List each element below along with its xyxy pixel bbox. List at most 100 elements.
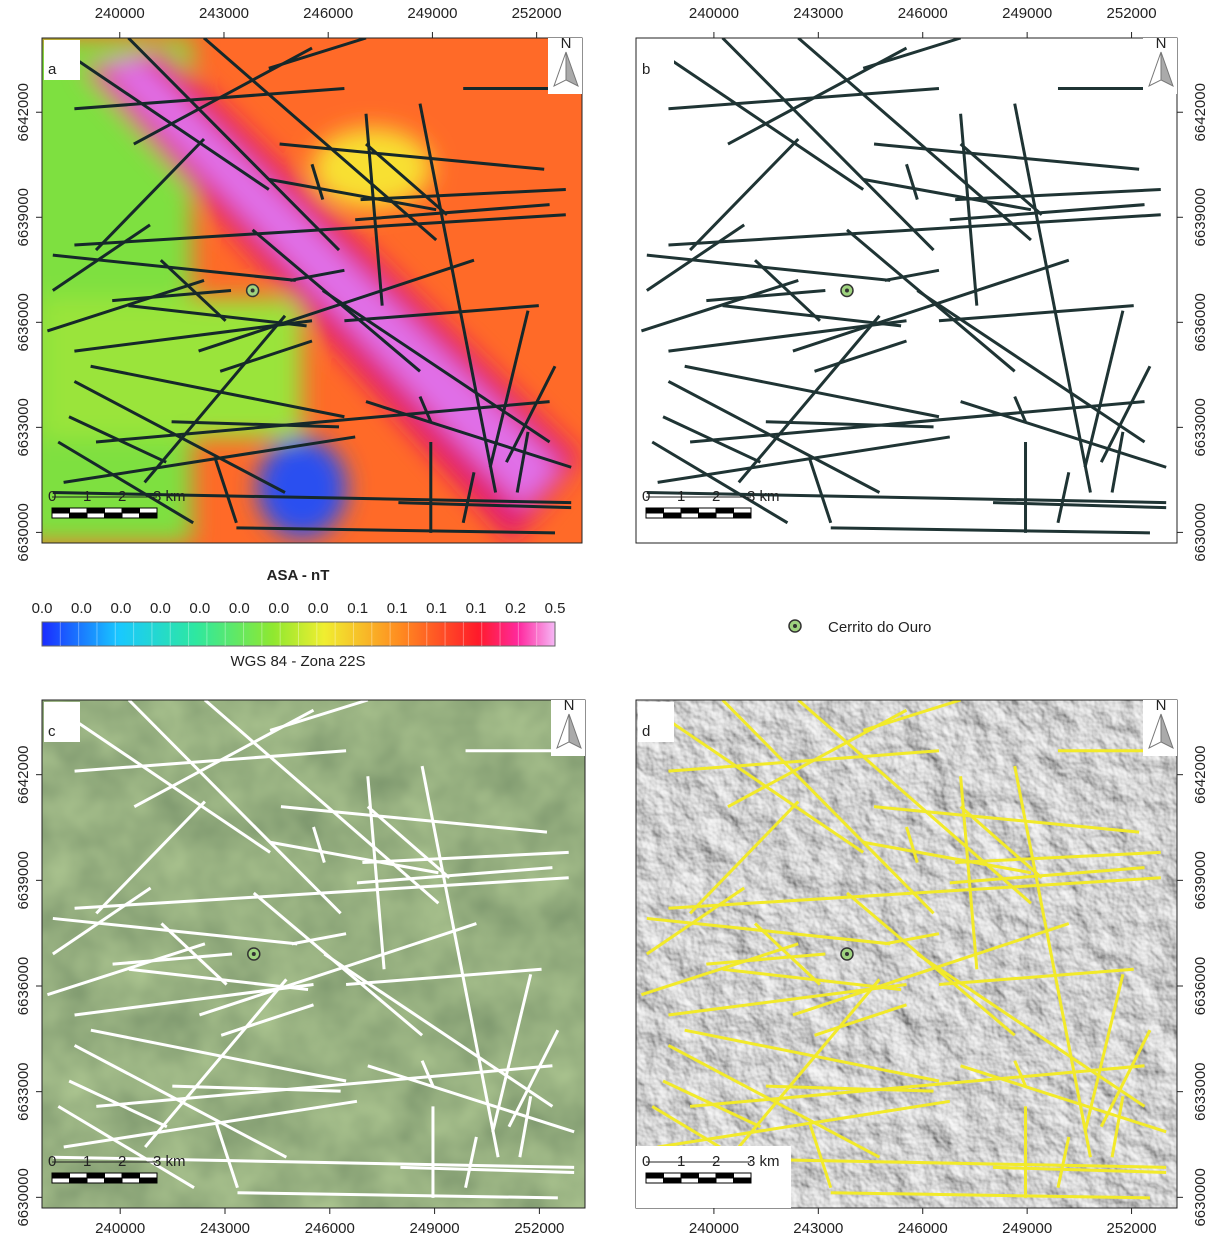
scale-segment bbox=[699, 1178, 717, 1183]
scale-segment bbox=[699, 1173, 717, 1178]
scale-segment bbox=[87, 1178, 105, 1183]
northing-label: 6639000 bbox=[1192, 188, 1209, 246]
northing-label: 6642000 bbox=[1192, 745, 1209, 803]
scale-segment bbox=[122, 513, 140, 518]
scale-segment bbox=[70, 508, 88, 513]
lineament bbox=[874, 144, 1139, 169]
legend-marker-dot bbox=[793, 624, 797, 628]
easting-label: 249000 bbox=[410, 1220, 460, 1237]
easting-label: 249000 bbox=[407, 5, 457, 22]
northing-label: 6636000 bbox=[15, 957, 32, 1015]
easting-label: 240000 bbox=[689, 1220, 739, 1237]
frame bbox=[636, 38, 1177, 543]
scale-segment bbox=[140, 1173, 158, 1178]
lineament bbox=[723, 38, 934, 250]
panel-letter: b bbox=[642, 61, 650, 78]
colorbar-label: 0.1 bbox=[466, 600, 487, 617]
lineament bbox=[831, 528, 1150, 533]
colorbar-label: 0.0 bbox=[71, 600, 92, 617]
easting-label: 240000 bbox=[95, 1220, 145, 1237]
colorbar-label: 0.1 bbox=[426, 600, 447, 617]
scale-segment bbox=[122, 508, 140, 513]
scale-segment bbox=[699, 508, 717, 513]
north-label: N bbox=[1156, 35, 1167, 52]
scale-segment bbox=[664, 508, 682, 513]
panel-letter: a bbox=[48, 61, 57, 78]
map-content bbox=[42, 700, 585, 1208]
northing-label: 6633000 bbox=[1192, 1062, 1209, 1120]
lineament bbox=[939, 306, 1134, 321]
scale-segment bbox=[70, 1178, 88, 1183]
easting-label: 246000 bbox=[303, 5, 353, 22]
scale-segment bbox=[646, 1173, 664, 1178]
easting-label: 252000 bbox=[514, 1220, 564, 1237]
colorbar-label: 0.1 bbox=[347, 600, 368, 617]
northing-label: 6642000 bbox=[15, 745, 32, 803]
lineament bbox=[1058, 472, 1069, 523]
easting-label: 240000 bbox=[95, 5, 145, 22]
map-content bbox=[636, 700, 1177, 1208]
north-label: N bbox=[561, 35, 572, 52]
northing-label: 6633000 bbox=[15, 1062, 32, 1120]
scale-segment bbox=[140, 508, 158, 513]
scale-segment bbox=[52, 1173, 70, 1178]
scale-segment bbox=[646, 1178, 664, 1183]
scale-segment bbox=[122, 1178, 140, 1183]
legend-label: Cerrito do Ouro bbox=[828, 619, 931, 636]
site-marker-dot bbox=[251, 289, 255, 293]
scale-label: 3 km bbox=[747, 488, 780, 505]
scale-segment bbox=[716, 1173, 734, 1178]
projection-label: WGS 84 - Zona 22S bbox=[230, 653, 365, 670]
scale-segment bbox=[664, 1178, 682, 1183]
scale-segment bbox=[664, 513, 682, 518]
lineament bbox=[815, 341, 907, 371]
lineament bbox=[798, 38, 1031, 240]
colorbar-label: 0.0 bbox=[268, 600, 289, 617]
northing-label: 6633000 bbox=[15, 398, 32, 456]
scale-segment bbox=[122, 1173, 140, 1178]
figure: aN0123 km2400002430002460002490002520006… bbox=[0, 0, 1215, 1243]
scale-segment bbox=[699, 513, 717, 518]
lineament bbox=[690, 139, 798, 250]
northing-label: 6636000 bbox=[1192, 293, 1209, 351]
scale-segment bbox=[105, 1178, 123, 1183]
lineament bbox=[668, 89, 939, 109]
scale-label: 3 km bbox=[747, 1153, 780, 1170]
colorbar-title: ASA - nT bbox=[267, 567, 330, 584]
scale-segment bbox=[716, 508, 734, 513]
easting-label: 249000 bbox=[1002, 5, 1052, 22]
colorbar-label: 0.0 bbox=[32, 600, 53, 617]
colorbar-label: 0.0 bbox=[189, 600, 210, 617]
panel-letter: d bbox=[642, 723, 650, 740]
scale-segment bbox=[681, 1173, 699, 1178]
site-marker-dot bbox=[252, 952, 256, 956]
scale-segment bbox=[105, 1173, 123, 1178]
scale-segment bbox=[681, 508, 699, 513]
scale-segment bbox=[716, 513, 734, 518]
easting-label: 246000 bbox=[898, 1220, 948, 1237]
lineament bbox=[647, 255, 890, 280]
colorbar-label: 0.1 bbox=[387, 600, 408, 617]
easting-label: 243000 bbox=[200, 1220, 250, 1237]
scale-segment bbox=[646, 508, 664, 513]
scale-segment bbox=[52, 513, 70, 518]
scale-segment bbox=[87, 508, 105, 513]
colorbar-label: 0.0 bbox=[308, 600, 329, 617]
map-content bbox=[641, 38, 1166, 533]
easting-label: 252000 bbox=[1107, 5, 1157, 22]
northing-label: 6630000 bbox=[1192, 503, 1209, 561]
scale-segment bbox=[52, 1178, 70, 1183]
northing-label: 6630000 bbox=[15, 503, 32, 561]
colorbar-label: 0.0 bbox=[229, 600, 250, 617]
lineament bbox=[1101, 366, 1150, 462]
northing-label: 6630000 bbox=[15, 1168, 32, 1226]
lineament bbox=[1085, 311, 1123, 468]
scale-segment bbox=[681, 1178, 699, 1183]
easting-label: 246000 bbox=[898, 5, 948, 22]
scale-segment bbox=[646, 513, 664, 518]
easting-label: 252000 bbox=[512, 5, 562, 22]
scale-segment bbox=[734, 513, 752, 518]
scale-segment bbox=[664, 1173, 682, 1178]
north-label: N bbox=[1156, 697, 1167, 714]
